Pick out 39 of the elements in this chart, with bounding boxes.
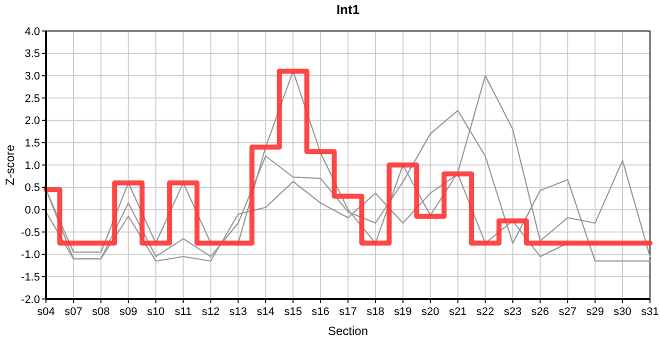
x-tick-label: s15 (284, 306, 302, 318)
x-tick-label: s20 (421, 306, 440, 318)
x-tick-label: s21 (448, 306, 467, 318)
x-tick-label: s10 (146, 306, 165, 318)
y-tick-label: 3.0 (24, 70, 40, 83)
y-tick-label: -0.5 (21, 226, 40, 239)
x-tick-label: s04 (37, 306, 55, 318)
y-tick-label: -1.0 (21, 249, 40, 262)
y-axis-title: Z-score (3, 144, 17, 186)
y-tick-label: -1.5 (21, 272, 40, 284)
y-tick-label: 1.0 (24, 160, 40, 172)
x-tick-label: s16 (312, 306, 330, 318)
y-tick-label: -2.0 (21, 294, 40, 306)
x-tick-label: s11 (174, 306, 192, 318)
x-tick-label: s22 (476, 306, 494, 318)
x-axis-title: Section (328, 324, 368, 338)
x-tick-label: s14 (256, 306, 275, 318)
x-tick-label: s12 (202, 306, 220, 318)
x-tick-label: s31 (641, 306, 659, 318)
x-tick-label: s27 (558, 306, 577, 318)
y-tick-label: 1.5 (24, 138, 40, 150)
x-tick-label: s13 (229, 306, 248, 318)
y-tick-label: 2.0 (24, 115, 40, 128)
x-tick-label: s09 (119, 306, 138, 318)
y-tick-label: 2.5 (24, 92, 40, 105)
y-tick-label: 0.5 (24, 182, 40, 194)
y-tick-label: 0.0 (24, 204, 40, 217)
x-tick-label: s30 (614, 306, 632, 318)
x-tick-label: s17 (339, 306, 357, 318)
x-tick-label: s08 (92, 306, 110, 318)
x-tick-label: s29 (586, 306, 604, 318)
chart-title: Int1 (336, 2, 360, 17)
y-tick-label: 4.0 (24, 26, 40, 38)
x-tick-label: s19 (394, 306, 412, 318)
x-tick-label: s07 (64, 306, 82, 318)
x-tick-label: s18 (366, 306, 384, 318)
x-tick-label: s26 (531, 306, 550, 318)
x-tick-label: s23 (504, 306, 522, 318)
y-tick-label: 3.5 (24, 48, 40, 60)
